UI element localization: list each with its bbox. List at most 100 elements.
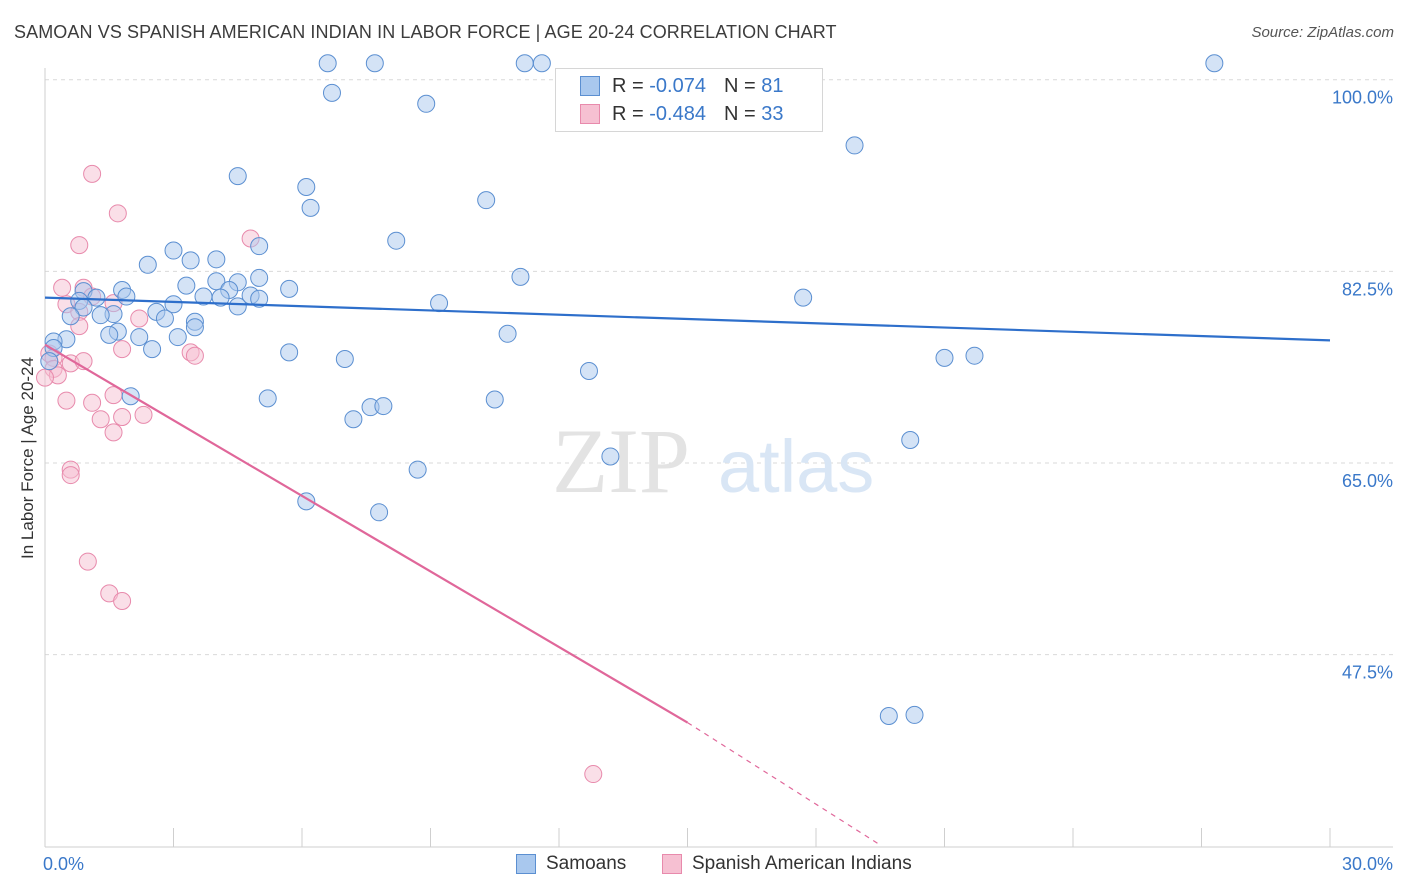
data-point-samoans [794, 288, 813, 307]
y-tick-label: 47.5% [1342, 663, 1393, 683]
data-point-samoans [1205, 54, 1224, 73]
data-point-spanish-american-indians [584, 765, 603, 784]
data-point-samoans [228, 167, 247, 186]
bottom-legend-swatch-pink [662, 854, 682, 874]
watermark-zip: ZIP [552, 410, 690, 512]
points-spanish-american-indians [36, 164, 603, 784]
data-point-samoans [40, 352, 59, 371]
data-point-samoans [143, 340, 162, 359]
data-point-samoans [181, 251, 200, 270]
data-point-samoans [185, 318, 204, 337]
legend-swatch-blue [580, 76, 600, 96]
data-point-samoans [408, 460, 427, 479]
data-point-samoans [177, 276, 196, 295]
trendline-spanish-american-indians [44, 343, 689, 724]
legend-r-label: R = [612, 74, 650, 97]
data-point-samoans [280, 279, 299, 298]
legend-r-value: -0.484 [649, 102, 706, 125]
data-point-spanish-american-indians [61, 466, 80, 485]
data-point-samoans [417, 94, 436, 113]
data-point-spanish-american-indians [36, 368, 54, 387]
legend-row-spanish-american-indians: R = -0.484 N = 33 [580, 101, 783, 127]
data-point-samoans [430, 294, 449, 313]
legend-n-label: N = [723, 74, 762, 97]
data-point-samoans [250, 289, 269, 308]
data-point-samoans [164, 295, 183, 314]
data-point-spanish-american-indians [113, 340, 132, 359]
data-point-samoans [322, 83, 341, 102]
data-point-samoans [87, 288, 106, 307]
legend-n-label: N = [723, 102, 762, 125]
data-point-samoans [228, 297, 247, 316]
legend-n-value: 81 [761, 74, 784, 97]
data-point-samoans [207, 250, 226, 269]
bottom-legend-samoans: Samoans [516, 852, 626, 876]
trendline-extension-spanish-american-indians [687, 722, 881, 846]
data-point-samoans [485, 390, 504, 409]
data-point-samoans [374, 397, 393, 416]
data-point-samoans [905, 705, 924, 724]
data-point-samoans [511, 267, 530, 286]
data-point-samoans [297, 178, 316, 197]
data-point-spanish-american-indians [91, 410, 110, 429]
data-point-samoans [100, 325, 119, 344]
data-point-samoans [365, 54, 384, 73]
data-point-samoans [965, 346, 984, 365]
data-point-spanish-american-indians [57, 391, 76, 410]
bottom-legend-swatch-blue [516, 854, 536, 874]
grid-layer [45, 79, 1393, 656]
data-point-spanish-american-indians [130, 309, 149, 328]
correlation-legend: R = -0.074 N = 81 R = -0.484 N = 33 [555, 68, 823, 132]
data-point-samoans [579, 362, 598, 381]
chart-title: SAMOAN VS SPANISH AMERICAN INDIAN IN LAB… [14, 22, 837, 42]
data-point-samoans [155, 309, 174, 328]
data-point-samoans [250, 268, 269, 287]
bottom-legend-spanish-american-indians: Spanish American Indians [662, 852, 912, 876]
data-point-spanish-american-indians [70, 236, 89, 255]
data-point-samoans [207, 272, 226, 291]
data-point-spanish-american-indians [104, 423, 123, 442]
data-point-spanish-american-indians [134, 405, 153, 424]
data-point-samoans [477, 191, 496, 210]
data-point-spanish-american-indians [78, 552, 97, 571]
trendlines [44, 296, 1331, 846]
data-point-spanish-american-indians [83, 393, 102, 412]
watermark-atlas: atlas [718, 425, 874, 508]
data-point-spanish-american-indians [185, 346, 204, 365]
trendline-samoans [44, 296, 1331, 342]
data-point-samoans [879, 707, 898, 726]
data-point-samoans [301, 198, 320, 217]
data-point-samoans [280, 343, 299, 362]
data-point-samoans [935, 348, 954, 367]
data-point-samoans [138, 255, 157, 274]
y-tick-label: 65.0% [1342, 471, 1393, 491]
data-point-samoans [164, 241, 183, 260]
data-point-samoans [318, 54, 337, 73]
legend-n-value: 33 [761, 102, 784, 125]
y-tick-label: 100.0% [1332, 88, 1393, 108]
data-point-samoans [258, 389, 277, 408]
data-point-samoans [344, 410, 363, 429]
data-point-samoans [250, 237, 269, 256]
data-point-samoans [211, 288, 230, 307]
axis-layer: 47.5% 65.0% 82.5% 100.0% 0.0% 30.0% [43, 68, 1393, 874]
data-point-samoans [901, 431, 920, 450]
y-axis-label: In Labor Force | Age 20-24 [18, 357, 37, 559]
legend-r-label: R = [612, 102, 650, 125]
bottom-legend-label: Samoans [546, 853, 627, 874]
bottom-legend-label: Spanish American Indians [692, 853, 912, 874]
data-point-samoans [532, 54, 551, 73]
data-point-samoans [61, 307, 80, 326]
data-point-spanish-american-indians [53, 278, 72, 297]
data-point-samoans [168, 328, 187, 347]
points-samoans [40, 54, 1224, 726]
data-point-spanish-american-indians [113, 592, 132, 611]
data-point-samoans [387, 231, 406, 250]
data-point-samoans [91, 306, 110, 325]
y-tick-label: 82.5% [1342, 279, 1393, 299]
data-point-samoans [370, 503, 389, 522]
data-point-samoans [515, 54, 534, 73]
legend-row-samoans: R = -0.074 N = 81 [580, 73, 783, 99]
data-point-samoans [845, 136, 864, 155]
